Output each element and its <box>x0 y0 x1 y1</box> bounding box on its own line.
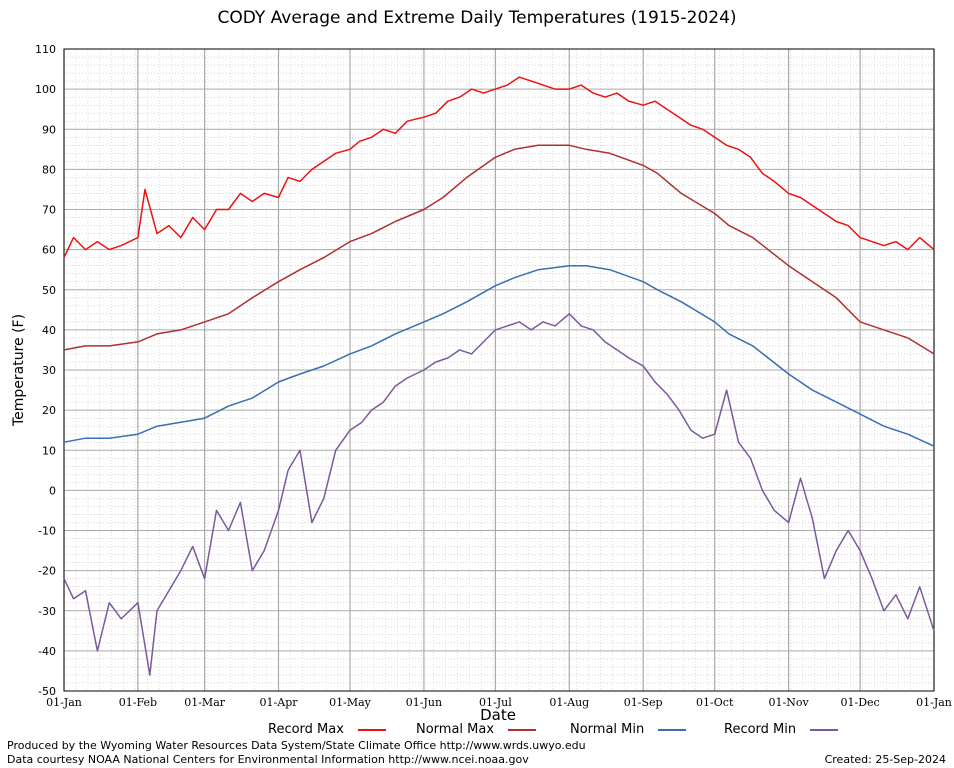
footer-created: Created: 25-Sep-2024 <box>824 753 946 766</box>
legend-swatch <box>508 728 537 731</box>
series-line-normal-max <box>63 144 935 355</box>
x-tick-label: 01-Jun <box>406 696 442 709</box>
legend-label: Record Min <box>724 722 797 737</box>
y-tick-label: -30 <box>38 605 56 618</box>
y-tick-label: 0 <box>49 484 56 497</box>
chart-title: CODY Average and Extreme Daily Temperatu… <box>217 8 737 28</box>
y-tick-label: -40 <box>38 645 56 658</box>
legend-item-normal-max: Normal Max <box>416 722 537 737</box>
x-tick-label: 01-Feb <box>119 696 157 709</box>
y-tick-label: 10 <box>42 444 56 457</box>
y-tick-label: 80 <box>42 163 56 176</box>
y-tick-label: 40 <box>42 324 56 337</box>
x-tick-label: 01-Dec <box>841 696 880 709</box>
x-tick-label: 01-Mar <box>184 696 226 709</box>
y-tick-label: 110 <box>35 43 56 56</box>
x-tick-label: 01-May <box>329 696 372 709</box>
legend-label: Record Max <box>268 722 344 737</box>
legend-label: Normal Max <box>416 722 495 737</box>
y-tick-label: 20 <box>42 404 56 417</box>
x-tick-label: 01-Apr <box>260 696 299 709</box>
y-tick-label: 70 <box>42 204 56 217</box>
series-line-record-min <box>63 313 935 676</box>
grid <box>63 48 935 692</box>
legend-item-record-min: Record Min <box>724 722 839 737</box>
x-tick-label: 01-Oct <box>696 696 734 709</box>
legend-swatch <box>810 728 839 731</box>
series-line-record-max <box>63 76 935 258</box>
legend-label: Normal Min <box>570 722 645 737</box>
y-tick-label: 100 <box>35 83 56 96</box>
legend-item-normal-min: Normal Min <box>570 722 687 737</box>
y-tick-label: -10 <box>38 525 56 538</box>
legend-swatch <box>357 728 386 731</box>
y-tick-label: -20 <box>38 565 56 578</box>
y-tick-label: 90 <box>42 123 56 136</box>
footer-courtesy: Data courtesy NOAA National Centers for … <box>7 753 529 766</box>
series-line-normal-min <box>63 264 935 447</box>
x-tick-label: 01-Nov <box>769 696 810 709</box>
y-axis-label: Temperature (F) <box>11 313 27 427</box>
x-tick-label: 01-Jul <box>479 696 512 709</box>
axes: -50 -40 -30 -20 -10 0 10 20 30 40 50 60 70 80 90 100 110… <box>35 43 952 709</box>
footer-produced-by: Produced by the Wyoming Water Resources … <box>7 739 586 752</box>
x-tick-label: 01-Aug <box>549 696 589 709</box>
y-tick-label: 50 <box>42 284 56 297</box>
series-lines <box>63 76 935 676</box>
plot-frame <box>63 48 935 692</box>
y-tick-label: 60 <box>42 244 56 257</box>
legend-item-record-max: Record Max <box>268 722 386 737</box>
x-tick-label: 01-Jan <box>46 696 82 709</box>
y-tick-label: -50 <box>38 685 56 698</box>
legend-swatch <box>658 728 687 731</box>
x-axis-label: Date <box>480 706 516 724</box>
x-tick-label: 01-Sep <box>624 696 663 709</box>
y-tick-label: 30 <box>42 364 56 377</box>
x-tick-label: 01-Jan <box>916 696 952 709</box>
